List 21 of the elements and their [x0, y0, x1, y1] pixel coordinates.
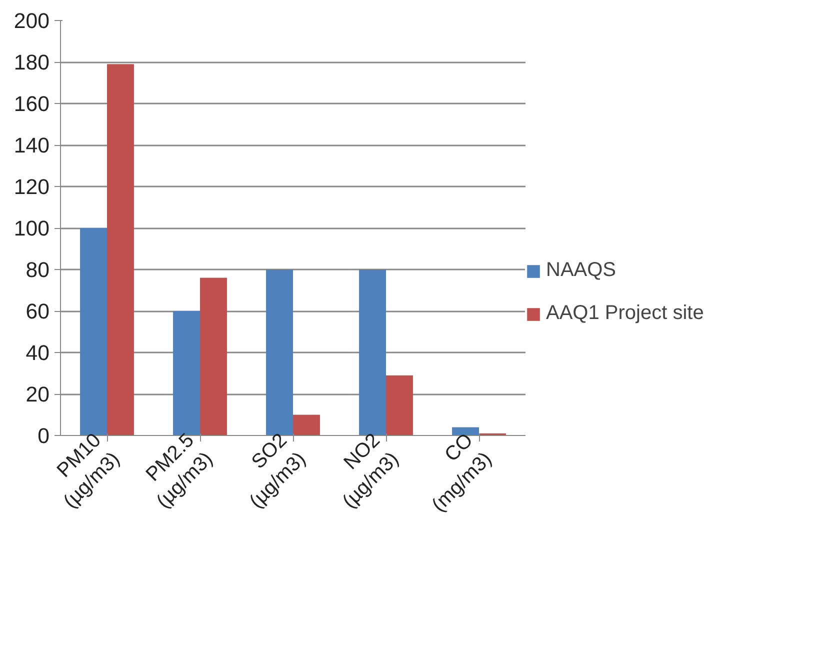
y-tick-label: 200 — [14, 9, 50, 33]
y-tick-label: 20 — [26, 382, 50, 406]
bar — [293, 414, 320, 436]
y-tick-label: 40 — [26, 341, 50, 365]
bar — [359, 270, 386, 436]
legend-label: NAAQS — [546, 259, 616, 282]
y-tick-label: 100 — [14, 216, 50, 240]
y-tick-label: 0 — [38, 424, 50, 448]
y-tick-label: 180 — [14, 50, 50, 74]
y-tick-label: 80 — [26, 258, 50, 282]
legend-label: AAQ1 Project site — [546, 302, 704, 325]
y-tick-label: 160 — [14, 92, 50, 116]
bar — [386, 375, 413, 436]
y-tick-label: 140 — [14, 134, 50, 158]
bar — [452, 427, 479, 436]
y-tick-label: 60 — [26, 300, 50, 324]
bar — [200, 278, 227, 436]
bar — [107, 64, 134, 436]
bar — [80, 228, 107, 436]
y-tick-label: 120 — [14, 175, 50, 199]
bar — [266, 270, 293, 436]
